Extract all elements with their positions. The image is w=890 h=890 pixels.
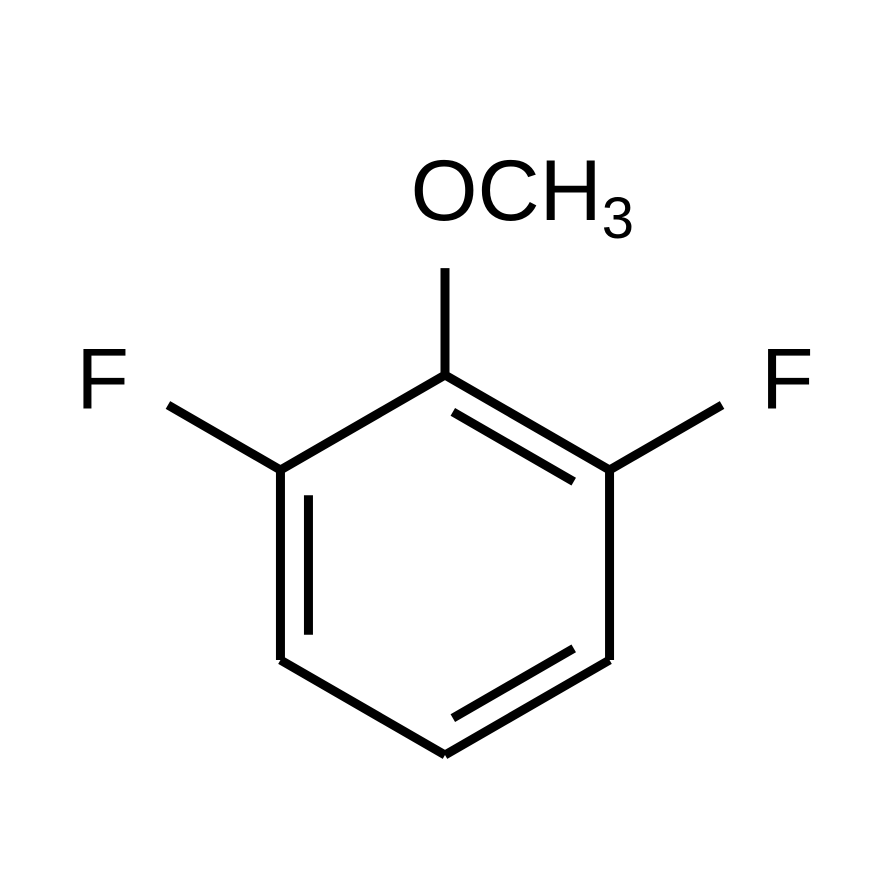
label-f-left: F <box>76 332 129 428</box>
chemical-structure-diagram: OCH3 F F <box>0 0 890 890</box>
bond-to-f-left <box>168 405 281 470</box>
ring-double-bond <box>453 412 574 482</box>
label-och3: OCH3 <box>411 143 634 251</box>
bond-to-f-right <box>610 405 723 470</box>
ring-bond <box>280 660 445 755</box>
ring-bond <box>280 375 445 470</box>
label-f-right: F <box>761 332 814 428</box>
ring-double-bond <box>453 648 574 718</box>
